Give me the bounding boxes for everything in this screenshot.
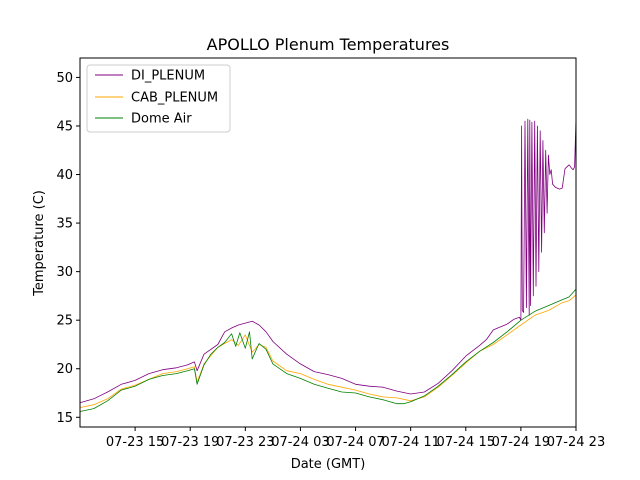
y-tick-label: 15 (56, 411, 73, 426)
legend: DI_PLENUM CAB_PLENUM Dome Air (86, 64, 231, 133)
y-tick-label: 40 (56, 168, 73, 183)
y-tick-label: 30 (56, 265, 73, 280)
x-tick-label: 07-23 19 (161, 435, 219, 450)
x-tick-label: 07-23 23 (216, 435, 274, 450)
x-tick-label: 07-24 07 (326, 435, 384, 450)
y-tick-label: 45 (56, 119, 73, 134)
x-tick-label: 07-24 11 (381, 435, 439, 450)
y-tick-label: 50 (56, 71, 73, 86)
x-axis-label: Date (GMT) (291, 457, 366, 472)
y-tick-label: 35 (56, 217, 73, 232)
y-tick-label: 25 (56, 314, 73, 329)
x-tick-label: 07-23 15 (106, 435, 164, 450)
series-line-di-plenum (79, 118, 577, 404)
legend-label-di-plenum: DI_PLENUM (131, 69, 205, 84)
y-axis: 15 20 25 30 35 40 45 50 (56, 71, 80, 426)
y-axis-label: Temperature (C) (32, 190, 47, 297)
x-tick-label: 07-24 03 (271, 435, 329, 450)
plot-area (79, 57, 577, 428)
x-tick-label: 07-24 15 (437, 435, 495, 450)
legend-label-cab-plenum: CAB_PLENUM (131, 91, 218, 106)
y-tick-label: 20 (56, 362, 73, 377)
series-line-cab-plenum (79, 294, 577, 408)
chart-title: APOLLO Plenum Temperatures (207, 35, 450, 54)
legend-label-dome-air: Dome Air (131, 112, 192, 127)
series-layer (79, 118, 577, 412)
x-tick-label: 07-24 19 (492, 435, 550, 450)
x-tick-label: 07-24 23 (547, 435, 605, 450)
legend-box (86, 64, 231, 133)
series-line-dome-air (79, 288, 577, 412)
